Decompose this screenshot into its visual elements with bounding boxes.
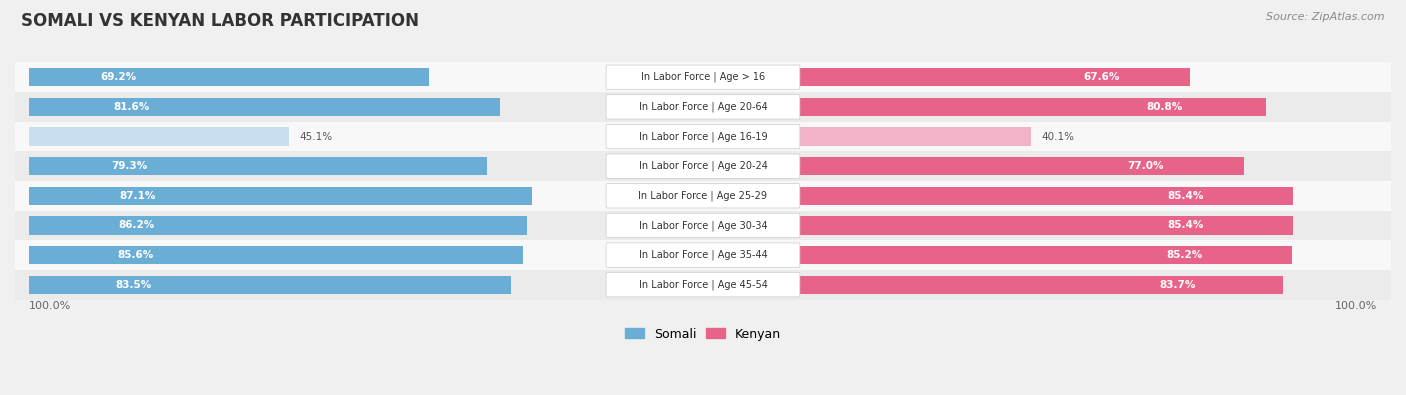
Text: 86.2%: 86.2% [118,220,155,230]
Legend: Somali, Kenyan: Somali, Kenyan [620,323,786,346]
Text: 100.0%: 100.0% [28,301,72,311]
Text: 85.2%: 85.2% [1167,250,1204,260]
Text: 85.4%: 85.4% [1167,191,1204,201]
Text: In Labor Force | Age 35-44: In Labor Force | Age 35-44 [638,250,768,260]
Text: 45.1%: 45.1% [299,132,333,141]
FancyBboxPatch shape [606,124,800,149]
FancyBboxPatch shape [606,95,800,119]
Text: In Labor Force | Age > 16: In Labor Force | Age > 16 [641,72,765,83]
Bar [800,186,1294,205]
FancyBboxPatch shape [606,243,800,267]
Bar [800,157,1244,175]
Text: In Labor Force | Age 20-24: In Labor Force | Age 20-24 [638,161,768,171]
Text: 80.8%: 80.8% [1146,102,1182,112]
Text: 85.4%: 85.4% [1167,220,1204,230]
Bar [15,211,1391,240]
Text: In Labor Force | Age 30-34: In Labor Force | Age 30-34 [638,220,768,231]
Text: 85.6%: 85.6% [118,250,155,260]
FancyBboxPatch shape [606,273,800,297]
FancyBboxPatch shape [606,154,800,178]
Bar [15,240,1391,270]
Bar [800,127,1031,146]
Text: 77.0%: 77.0% [1128,161,1164,171]
Bar [28,246,523,264]
Bar [15,92,1391,122]
Text: 87.1%: 87.1% [120,191,156,201]
Bar [800,68,1189,87]
Bar [800,216,1294,235]
Text: SOMALI VS KENYAN LABOR PARTICIPATION: SOMALI VS KENYAN LABOR PARTICIPATION [21,12,419,30]
Bar [15,62,1391,92]
Bar [28,186,531,205]
Text: 81.6%: 81.6% [114,102,150,112]
FancyBboxPatch shape [606,184,800,208]
Bar [28,68,429,87]
Bar [28,157,486,175]
Bar [15,151,1391,181]
Bar [800,246,1292,264]
Text: Source: ZipAtlas.com: Source: ZipAtlas.com [1267,12,1385,22]
Text: 67.6%: 67.6% [1083,72,1119,82]
Text: 79.3%: 79.3% [111,161,148,171]
Bar [15,122,1391,151]
Text: In Labor Force | Age 16-19: In Labor Force | Age 16-19 [638,131,768,142]
Text: 69.2%: 69.2% [101,72,136,82]
Bar [28,276,512,294]
Text: 83.5%: 83.5% [115,280,152,290]
Text: In Labor Force | Age 45-54: In Labor Force | Age 45-54 [638,280,768,290]
Bar [28,216,527,235]
Bar [800,98,1267,116]
Bar [28,98,501,116]
FancyBboxPatch shape [606,65,800,89]
Text: 100.0%: 100.0% [1334,301,1378,311]
Bar [28,127,290,146]
Text: 83.7%: 83.7% [1160,280,1197,290]
FancyBboxPatch shape [606,213,800,238]
Bar [800,276,1284,294]
Bar [15,270,1391,299]
Bar [15,181,1391,211]
Text: In Labor Force | Age 20-64: In Labor Force | Age 20-64 [638,102,768,112]
Text: 40.1%: 40.1% [1042,132,1074,141]
Text: In Labor Force | Age 25-29: In Labor Force | Age 25-29 [638,190,768,201]
